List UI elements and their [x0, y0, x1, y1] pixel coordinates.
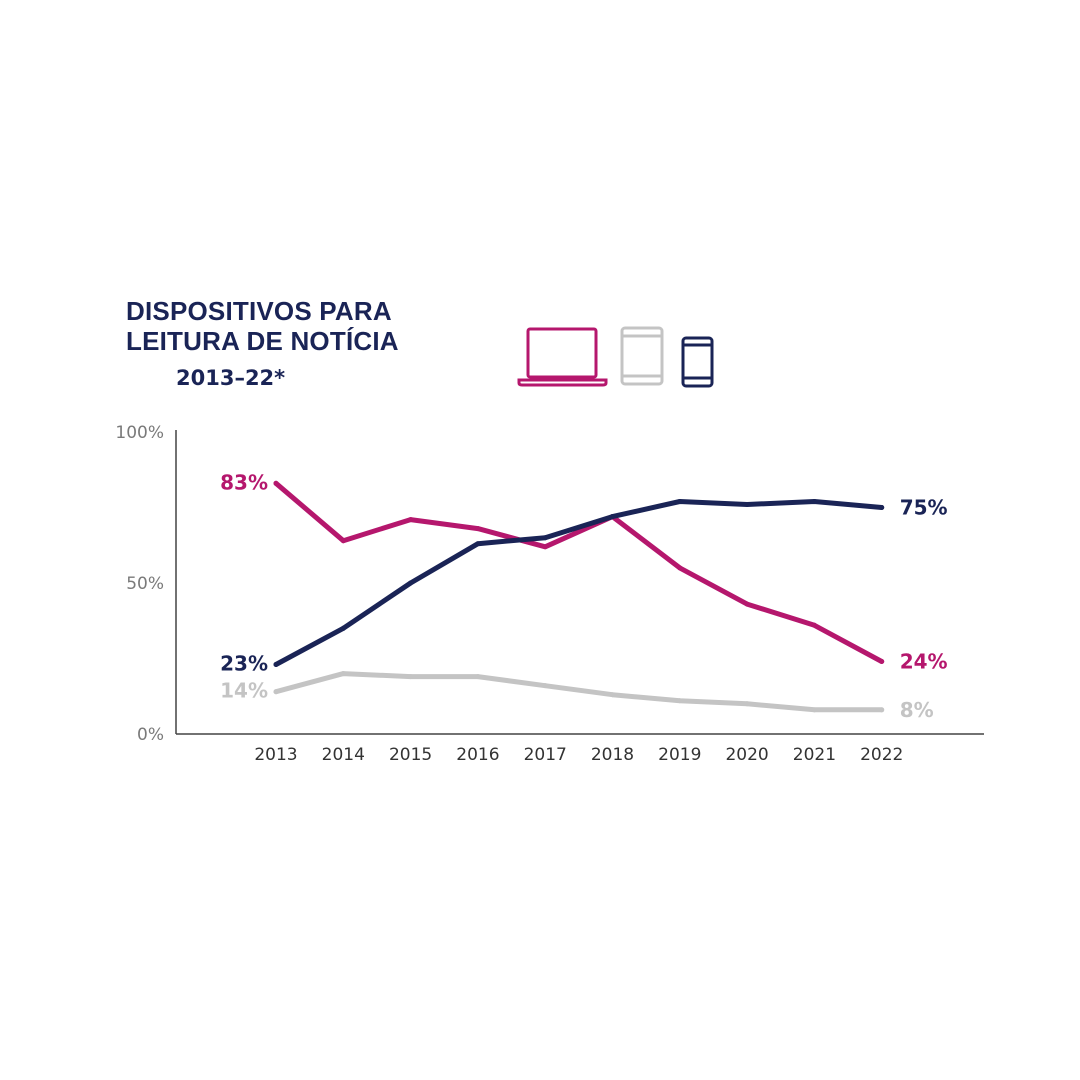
y-tick-label: 100%: [115, 423, 164, 443]
data-point: [408, 580, 414, 586]
data-point: [811, 707, 817, 713]
x-tick-label: 2019: [658, 745, 701, 765]
y-tick-label: 50%: [126, 574, 164, 594]
chart-subtitle: 2013–22*: [176, 366, 286, 390]
series-line: [273, 499, 885, 667]
data-point: [273, 480, 279, 486]
series-lines: [273, 480, 885, 713]
x-tick-label: 2015: [389, 745, 432, 765]
data-point: [811, 498, 817, 504]
x-tick-label: 2020: [725, 745, 768, 765]
laptop-icon: [517, 327, 608, 387]
start-value-label: 83%: [220, 470, 268, 494]
data-point: [475, 674, 481, 680]
smartphone-icon: [681, 336, 714, 388]
x-tick-label: 2014: [322, 745, 365, 765]
axes: [175, 430, 984, 735]
x-tick-label: 2022: [860, 745, 903, 765]
x-tick-label: 2017: [524, 745, 567, 765]
data-point: [542, 535, 548, 541]
end-value-label: 24%: [900, 650, 948, 674]
data-point: [811, 622, 817, 628]
data-point: [542, 683, 548, 689]
x-tick-label: 2018: [591, 745, 634, 765]
device-icons: [517, 326, 714, 388]
y-tick-labels: 0% 50% 100%: [115, 423, 164, 745]
data-point: [475, 526, 481, 532]
end-value-label: 8%: [900, 698, 934, 722]
data-point: [408, 517, 414, 523]
x-tick-labels: 2013 2014 2015 2016 2017 2018 2019 2020 2021 2022: [254, 745, 903, 765]
data-point: [677, 565, 683, 571]
data-point: [340, 538, 346, 544]
data-point: [610, 514, 615, 520]
title-line-2: LEITURA DE NOTÍCIA: [126, 326, 399, 356]
data-point: [879, 707, 885, 713]
start-value-label: 14%: [220, 679, 268, 703]
title-line-1: DISPOSITIVOS PARA: [126, 296, 392, 326]
data-point: [677, 698, 683, 704]
data-point: [475, 541, 481, 547]
series-line: [273, 671, 885, 713]
data-point: [744, 501, 750, 507]
data-point: [744, 601, 750, 607]
x-tick-label: 2021: [793, 745, 836, 765]
x-tick-label: 2016: [456, 745, 499, 765]
data-point: [273, 689, 279, 695]
start-value-label: 23%: [220, 652, 268, 676]
data-point: [610, 692, 615, 698]
y-tick-label: 0%: [137, 725, 164, 745]
data-point: [273, 662, 279, 668]
series-line: [273, 480, 885, 664]
end-value-label: 75%: [900, 496, 948, 520]
x-tick-label: 2013: [254, 745, 297, 765]
tablet-icon: [620, 326, 664, 386]
data-point: [879, 505, 885, 510]
data-point: [879, 659, 885, 665]
data-point: [677, 498, 683, 504]
data-point: [542, 544, 548, 550]
chart-title: DISPOSITIVOS PARA LEITURA DE NOTÍCIA: [126, 296, 399, 356]
data-point: [744, 701, 750, 707]
data-point: [408, 674, 414, 680]
data-labels: 83% 24% 23% 75% 14% 8%: [220, 470, 947, 722]
data-point: [340, 671, 346, 677]
data-point: [340, 625, 346, 631]
